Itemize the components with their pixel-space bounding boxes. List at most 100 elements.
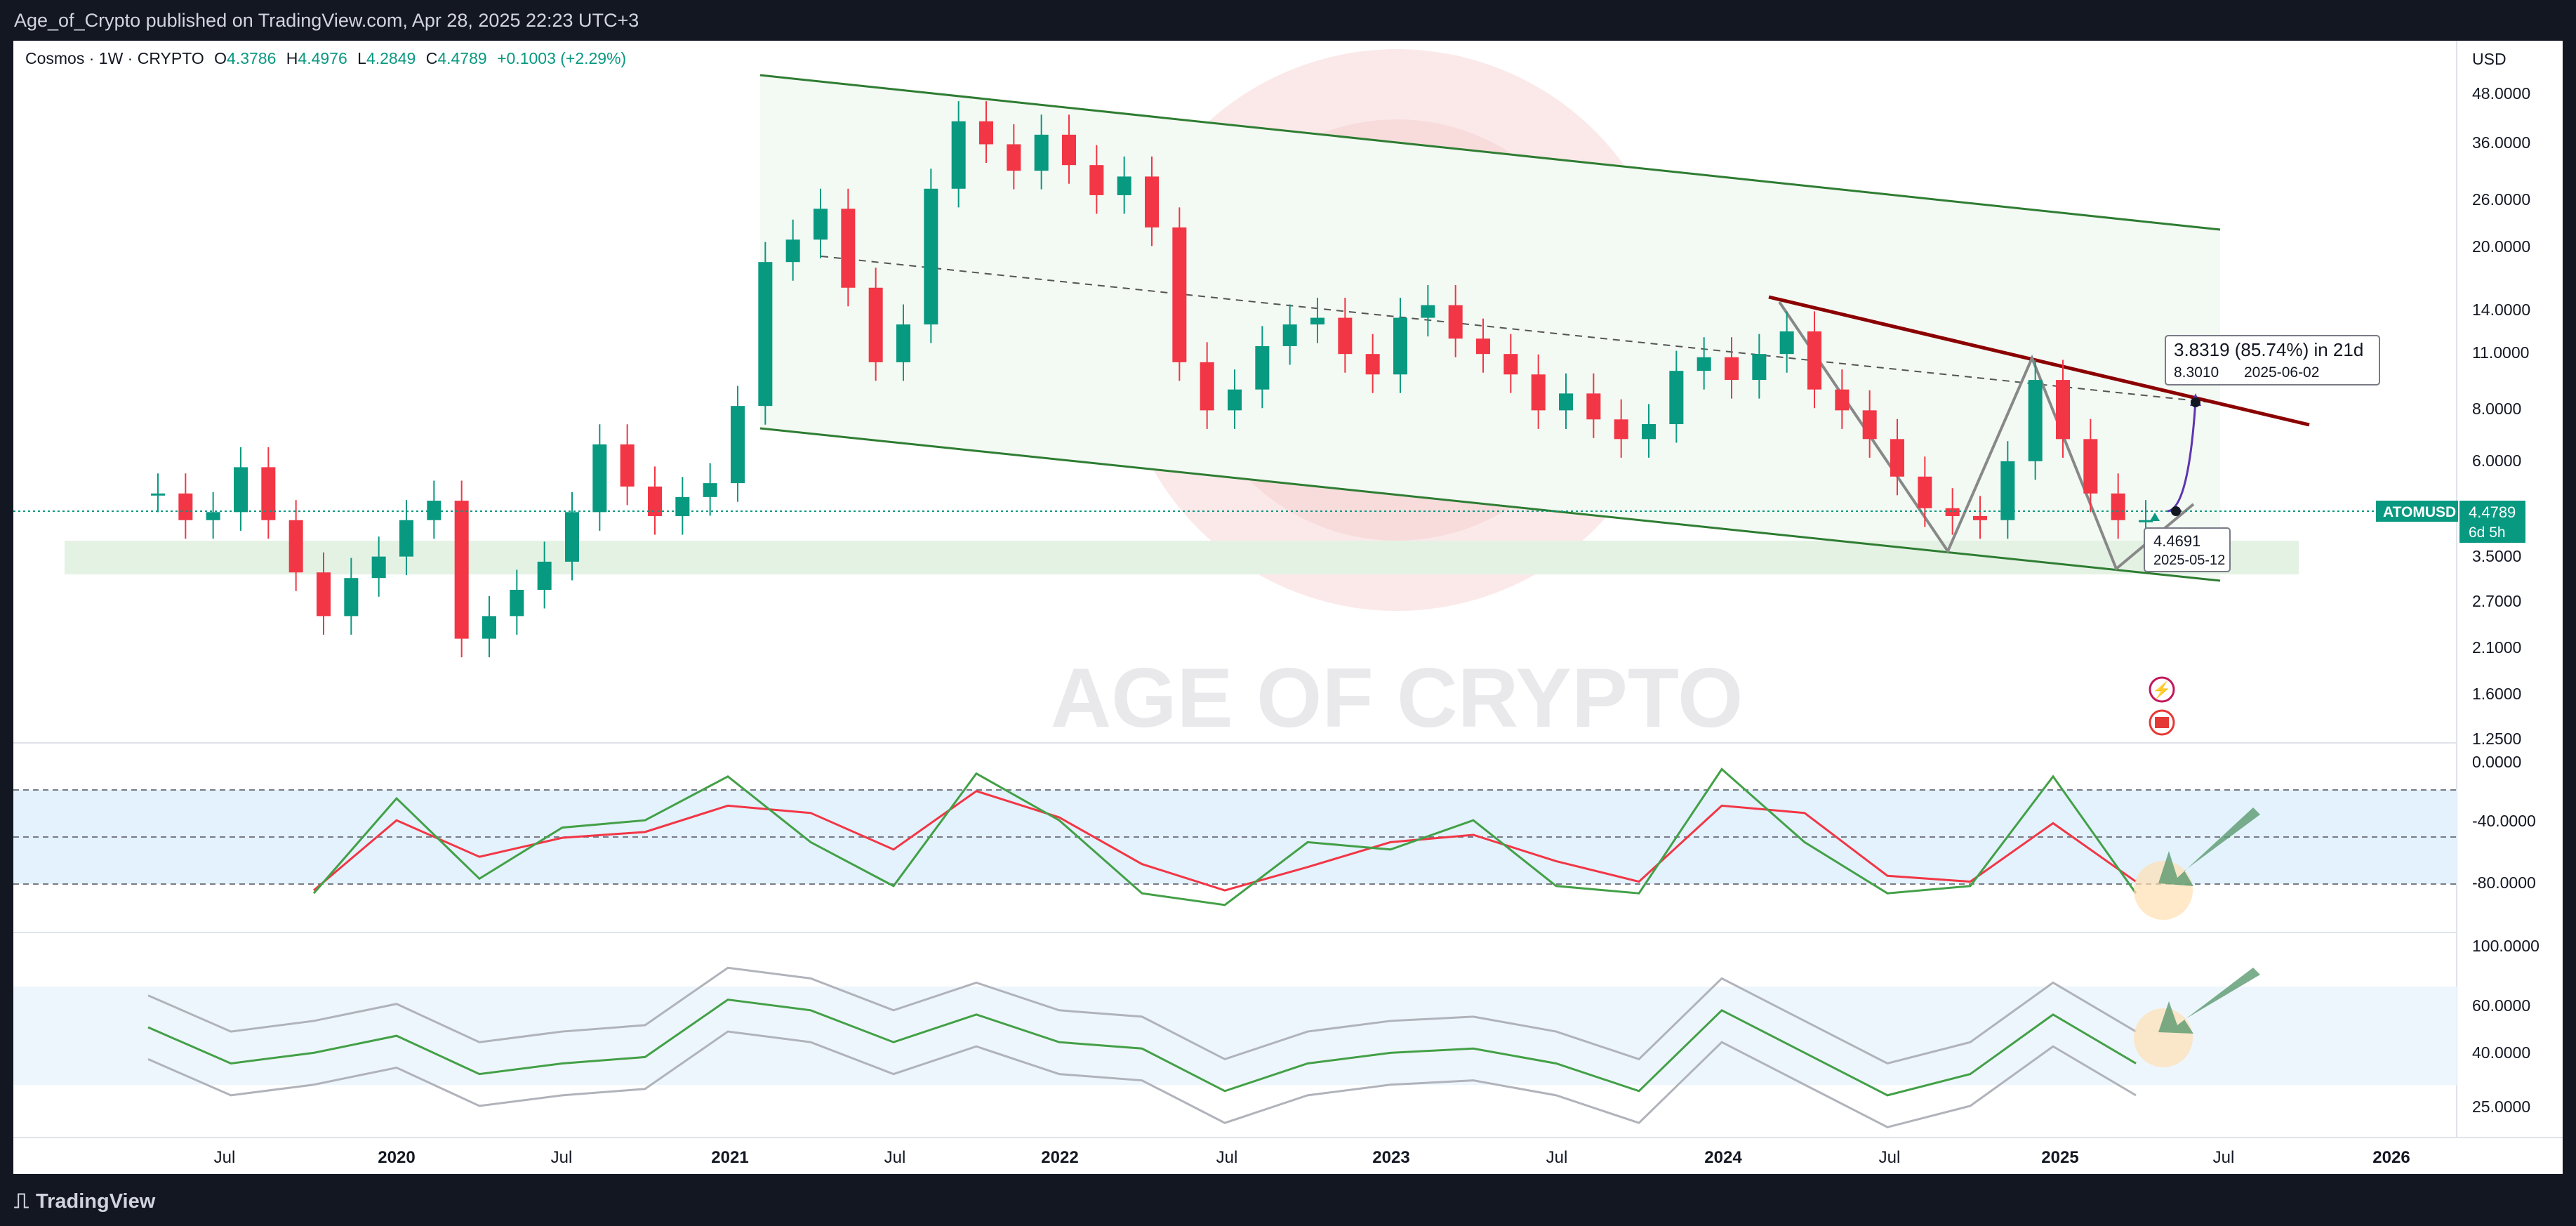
candle-body [1890,439,1904,477]
flash-event-icon[interactable] [2149,676,2175,703]
flash-event-glyph: ⚡ [2152,681,2171,699]
price-tick: 26.0000 [2472,190,2530,209]
candle-body [2139,520,2153,522]
candle-body [1725,357,1739,381]
candle-body [151,493,165,496]
brand-logo[interactable]: ⎍ TradingView [14,1189,155,1213]
candle-body [344,578,359,617]
candle-body [841,209,856,288]
symbol-legend: Cosmos · 1W · CRYPTO O4.3786 H4.4976 L4.… [25,49,626,68]
candle-body [399,520,413,557]
channel-upper-line[interactable] [759,74,2221,231]
candle-body [1310,317,1324,325]
channel-fill [760,75,2220,581]
candle-body [1255,345,1270,390]
rsi-tick: -40.0000 [2472,812,2536,830]
candle-body [731,406,745,484]
change-value: +0.1003 (+2.29%) [497,49,627,67]
candle-body [979,121,993,145]
support-zone [65,541,2299,574]
candle-body [1779,331,1794,355]
candle-body [1807,331,1821,390]
candle-body [1835,389,1850,411]
price-tick: 11.0000 [2472,343,2529,362]
start-date-text: 2025-05-12 [2153,553,2225,568]
highlight-circle-upper [2134,861,2193,920]
candle-body [1531,374,1546,411]
symbol-title: Cosmos · 1W · CRYPTO [25,49,204,67]
candle-body [482,616,496,639]
last-price-tag[interactable] [2459,501,2525,543]
oscillator-series[interactable] [147,767,2137,1128]
time-axis[interactable]: Jul 2020 Jul 2021 Jul 2022 Jul 2023 Jul … [214,1148,2410,1167]
candle-body [951,121,966,189]
candle-body [1200,362,1214,411]
ticker-tag-text: ATOMUSD [2383,504,2456,520]
candle-body [178,493,193,520]
candle-body [675,496,690,516]
close-value: 4.4789 [437,49,487,67]
price-tick: 2.7000 [2472,592,2521,610]
candle-body [1393,317,1407,375]
top-bar: Age_of_Crypto published on TradingView.c… [0,0,2576,41]
open-label: O [214,49,227,67]
channel-midline[interactable] [821,256,2212,403]
candle-body [288,520,303,573]
candle-body [2056,380,2070,440]
candle-body [1752,354,1767,381]
candle-body [317,572,331,617]
target-box[interactable] [2165,335,2380,385]
osc-tick: 25.0000 [2472,1098,2530,1116]
candle-body [206,512,220,520]
highlight-circle-lower [2134,1008,2193,1067]
price-tick: 8.0000 [2472,400,2521,418]
time-tick: 2020 [378,1148,415,1167]
candlestick-series[interactable] [151,101,2153,658]
candle-body [261,467,276,520]
candle-body [234,467,248,513]
candle-body [620,444,635,487]
close-label: C [425,49,438,67]
currency-label: USD [2472,50,2507,68]
candle-body [868,287,883,362]
bottom-bar: ⎍ TradingView [0,1174,2576,1226]
candle-body [454,501,469,639]
bollinger-upper-line [147,966,2137,1065]
start-box[interactable] [2144,527,2231,572]
open-value: 4.3786 [227,49,277,67]
candle-body [924,188,938,325]
osc-tick: 60.0000 [2472,996,2530,1015]
projection-end-point[interactable] [2191,397,2200,407]
time-tick: 2023 [1372,1148,1409,1167]
candle-body [1421,305,1435,318]
start-price-text: 4.4691 [2153,532,2200,550]
price-axis[interactable]: USD 48.0000 36.0000 26.0000 20.0000 14.0… [2472,50,2540,1116]
projection-start-point[interactable] [2171,506,2181,516]
candle-body [427,501,441,520]
bollinger-lower-line [147,1030,2137,1128]
low-label: L [357,49,366,67]
candle-body [1338,317,1353,355]
resistance-line[interactable] [1768,295,2310,427]
candle-body [2028,380,2043,461]
candle-body [1697,357,1711,371]
candle-body [510,589,524,617]
published-info: Age_of_Crypto published on TradingView.c… [14,10,639,31]
oscillator-main-line [147,998,2137,1097]
candle-body [1559,393,1573,411]
candle-body [1365,354,1380,375]
price-tick: 1.6000 [2472,685,2521,703]
candle-body [1089,165,1104,195]
rsi-tick: 0.0000 [2472,753,2521,771]
brand-name: TradingView [36,1189,156,1213]
highlight-arrow-lower [2158,968,2260,1034]
osc-tick: 100.0000 [2472,937,2540,955]
ticker-tag[interactable] [2376,501,2458,522]
time-tick: Jul [2213,1148,2235,1167]
candle-body [2111,493,2125,520]
candle-body [814,209,828,240]
candle-body [1007,144,1021,171]
channel-lower-line[interactable] [759,427,2221,582]
time-tick: Jul [884,1148,906,1167]
